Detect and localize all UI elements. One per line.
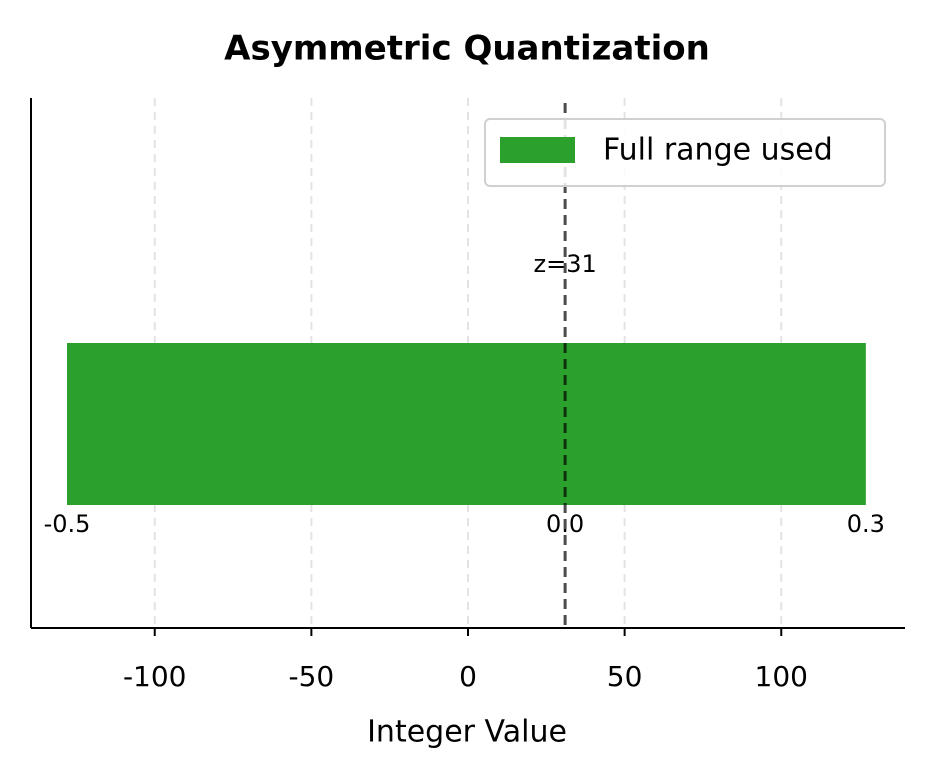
float-label: -0.5 — [44, 510, 91, 538]
x-tick-label: -100 — [123, 660, 187, 693]
legend-swatch — [500, 137, 575, 163]
x-tick-label: 100 — [755, 660, 808, 693]
legend-label: Full range used — [603, 133, 833, 168]
x-axis-label: Integer Value — [367, 715, 567, 750]
bar — [67, 343, 866, 505]
x-tick-label: -50 — [289, 660, 335, 693]
zero-point-label: z=31 — [533, 250, 596, 278]
x-tick-label: 50 — [607, 660, 643, 693]
legend-box — [484, 118, 886, 187]
float-label: 0.0 — [546, 510, 584, 538]
chart-title: Asymmetric Quantization — [224, 29, 710, 69]
x-tick-label: 0 — [459, 660, 477, 693]
float-label: 0.3 — [847, 510, 885, 538]
